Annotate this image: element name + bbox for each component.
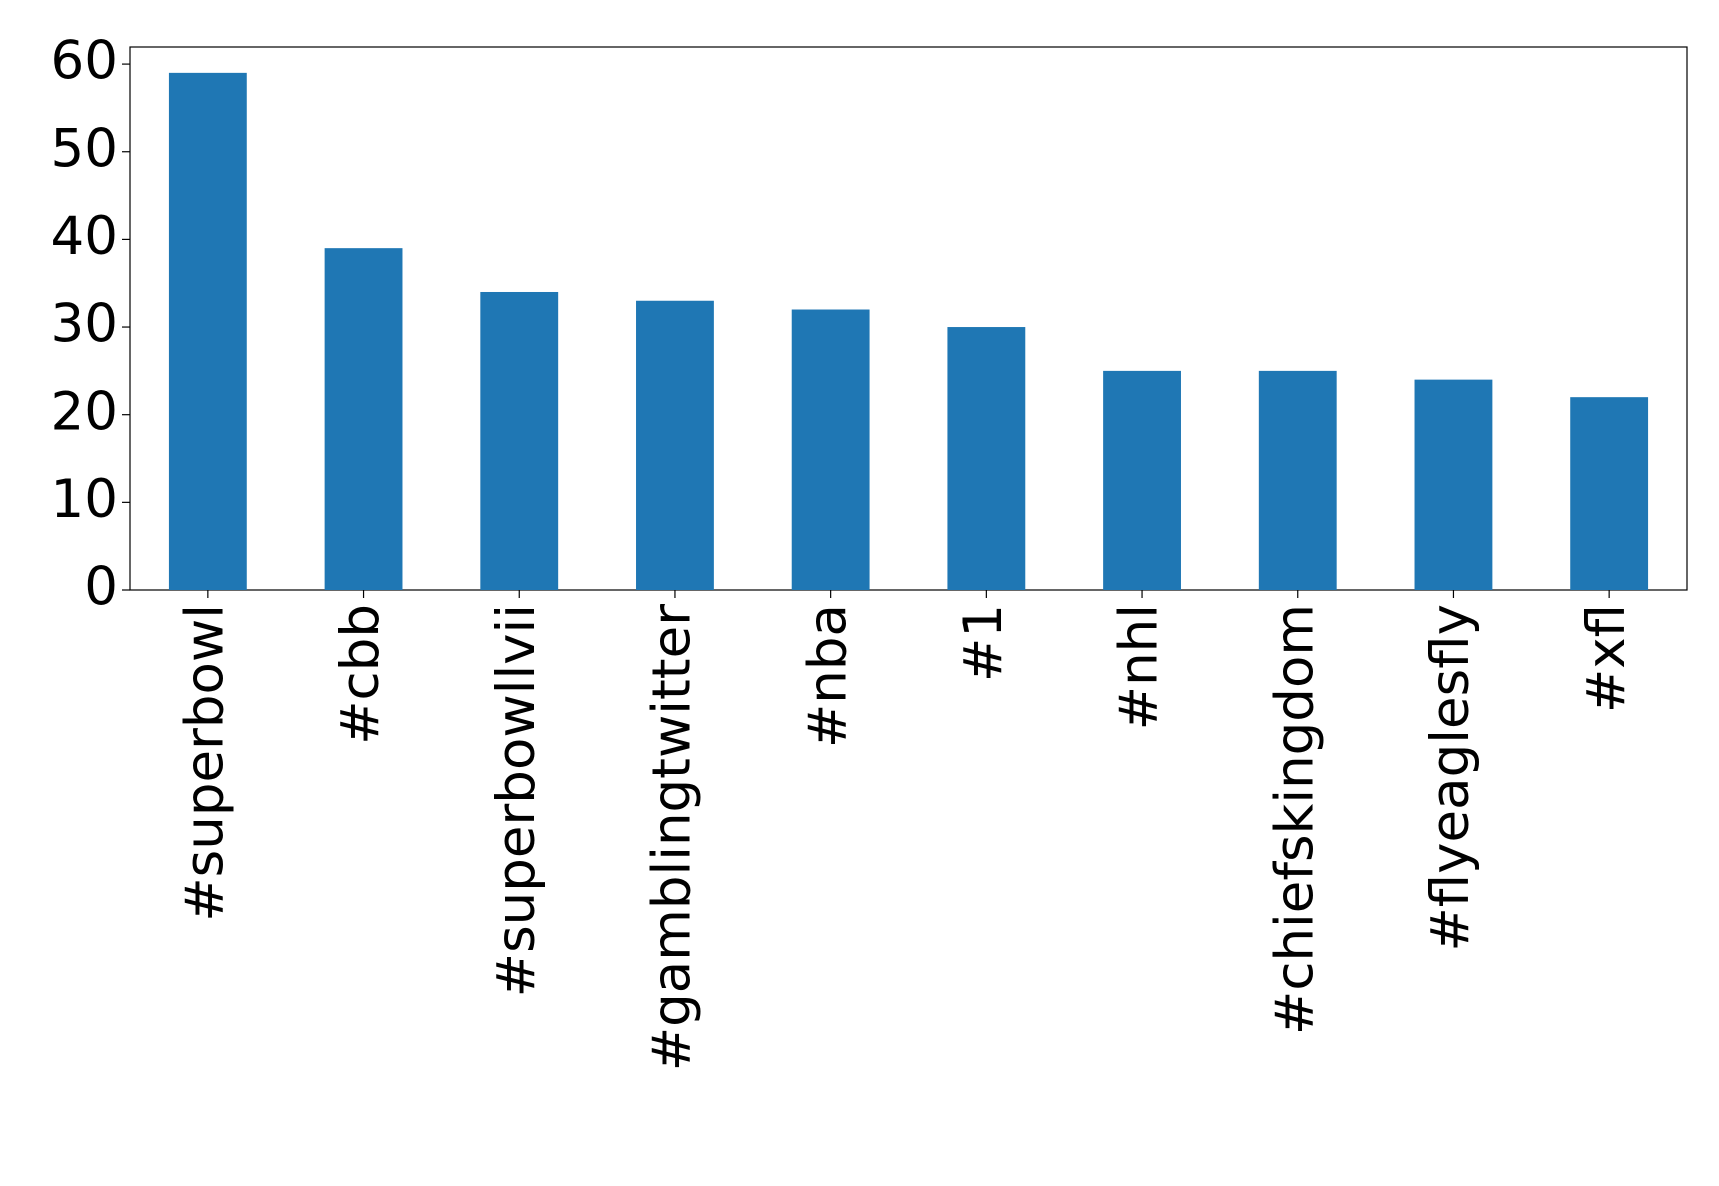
y-tick-label: 30: [51, 294, 118, 355]
y-tick-label: 10: [51, 469, 118, 530]
bar: [791, 309, 870, 590]
bar: [636, 300, 714, 590]
bar: [1570, 397, 1649, 590]
bar: [1414, 379, 1493, 590]
y-tick-label: 0: [84, 557, 118, 618]
bar: [480, 291, 559, 590]
x-tick-label: #flyeaglesfly: [1420, 604, 1481, 952]
x-tick-label: #nhl: [1109, 604, 1170, 730]
bar: [947, 327, 1026, 590]
y-tick-label: 60: [51, 31, 118, 92]
x-tick-label: #chiefskingdom: [1264, 604, 1325, 1035]
x-tick-label: #superbowl: [174, 604, 235, 922]
y-tick-label: 40: [51, 206, 118, 267]
x-tick-label: #superbowllvii: [486, 604, 547, 997]
x-tick-label: #nba: [797, 604, 858, 748]
x-tick-label: #xfl: [1576, 604, 1637, 713]
bar: [324, 248, 403, 591]
bar: [1103, 370, 1181, 590]
x-tick-label: #gamblingtwitter: [642, 604, 703, 1072]
y-tick-label: 50: [51, 118, 118, 179]
bar: [168, 72, 247, 591]
y-tick-label: 20: [51, 381, 118, 442]
plot-frame: [129, 46, 1688, 591]
x-tick-label: #cbb: [330, 604, 391, 745]
x-tick-label: #1: [953, 604, 1014, 682]
bar: [1258, 370, 1337, 590]
